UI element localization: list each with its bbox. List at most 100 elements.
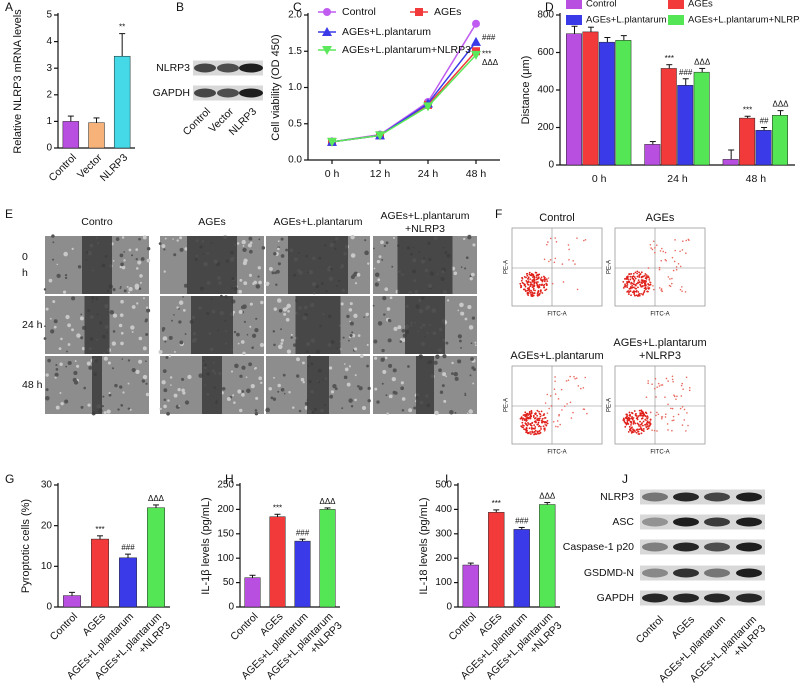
wound-gap: [397, 236, 453, 294]
bar: [755, 130, 772, 166]
cell-texture: [290, 336, 293, 339]
event: [529, 433, 532, 435]
event: [583, 239, 585, 242]
cell-texture: [451, 372, 454, 375]
event: [675, 398, 677, 400]
event: [660, 417, 663, 420]
significance: ###: [515, 517, 529, 526]
event: [625, 278, 628, 280]
event: [537, 423, 539, 426]
event: [640, 279, 643, 282]
cell-texture: [239, 408, 243, 413]
cell-texture: [181, 388, 185, 392]
cell-texture: [469, 275, 472, 278]
cell-texture: [245, 376, 248, 379]
event: [573, 375, 575, 378]
cell-texture: [388, 394, 393, 399]
event: [627, 430, 630, 433]
event: [538, 432, 541, 435]
y-tick-label: 400: [435, 504, 452, 515]
cell-texture: [121, 236, 125, 239]
event: [641, 282, 643, 285]
event: [534, 427, 536, 430]
cell-texture: [387, 338, 392, 343]
cell-texture: [43, 337, 47, 340]
cell-texture: [366, 364, 369, 368]
cell-texture: [120, 341, 124, 346]
cell-texture: [145, 308, 151, 313]
cell-texture: [131, 330, 134, 333]
event: [526, 272, 529, 275]
cell-texture: [230, 370, 234, 373]
event: [685, 252, 687, 255]
event: [544, 279, 546, 281]
cell-texture: [341, 407, 344, 410]
marker: [322, 46, 332, 55]
blot-band: [736, 593, 762, 603]
event: [548, 407, 550, 410]
y-tick-label: 2.0: [288, 10, 302, 21]
event: [642, 420, 645, 423]
event: [535, 433, 538, 436]
cell-texture: [288, 391, 291, 394]
cell-texture: [472, 382, 475, 385]
cell-texture: [178, 320, 182, 324]
event: [640, 276, 643, 279]
event: [628, 280, 631, 283]
event: [646, 424, 649, 427]
cell-texture: [249, 249, 253, 254]
event: [535, 276, 538, 279]
event: [679, 265, 682, 268]
event: [528, 412, 531, 414]
event: [664, 396, 666, 398]
cell-texture: [236, 332, 240, 337]
y-tick-label: 3: [46, 63, 52, 74]
event: [642, 428, 645, 430]
cell-texture: [128, 248, 132, 252]
event: [631, 277, 634, 280]
blot-band: [673, 593, 699, 603]
event: [521, 421, 524, 424]
event: [658, 385, 661, 387]
event: [647, 282, 649, 285]
cell-texture: [52, 241, 55, 244]
cell-texture: [382, 296, 387, 301]
event: [546, 412, 549, 414]
event: [635, 431, 638, 434]
cell-texture: [54, 372, 59, 377]
cell-texture: [366, 343, 369, 347]
y-tick-label: 0: [548, 160, 554, 171]
cell-texture: [64, 276, 68, 280]
event: [652, 288, 655, 291]
cell-texture: [67, 360, 72, 366]
cell-texture: [249, 302, 253, 306]
cell-texture: [386, 307, 391, 311]
wound-gap: [295, 296, 341, 354]
event: [560, 388, 563, 391]
event: [630, 272, 633, 275]
event: [640, 427, 642, 430]
event: [529, 278, 532, 281]
cell-texture: [122, 391, 125, 394]
cell-texture: [394, 391, 398, 395]
event: [667, 380, 669, 382]
cell-texture: [254, 409, 258, 412]
event: [682, 240, 684, 243]
event: [651, 429, 653, 431]
event: [519, 282, 522, 285]
event: [535, 271, 537, 274]
event: [667, 429, 669, 431]
cell-texture: [48, 278, 53, 283]
event: [531, 286, 534, 289]
y-tick-label: 500: [435, 480, 452, 491]
event: [638, 428, 641, 431]
cell-texture: [71, 296, 76, 301]
series-line: [331, 41, 477, 143]
event: [660, 416, 663, 418]
event: [626, 284, 629, 286]
event: [524, 290, 527, 293]
event: [584, 376, 587, 379]
event: [555, 240, 558, 243]
event: [642, 281, 645, 284]
blot-row-label: GAPDH: [597, 592, 634, 604]
